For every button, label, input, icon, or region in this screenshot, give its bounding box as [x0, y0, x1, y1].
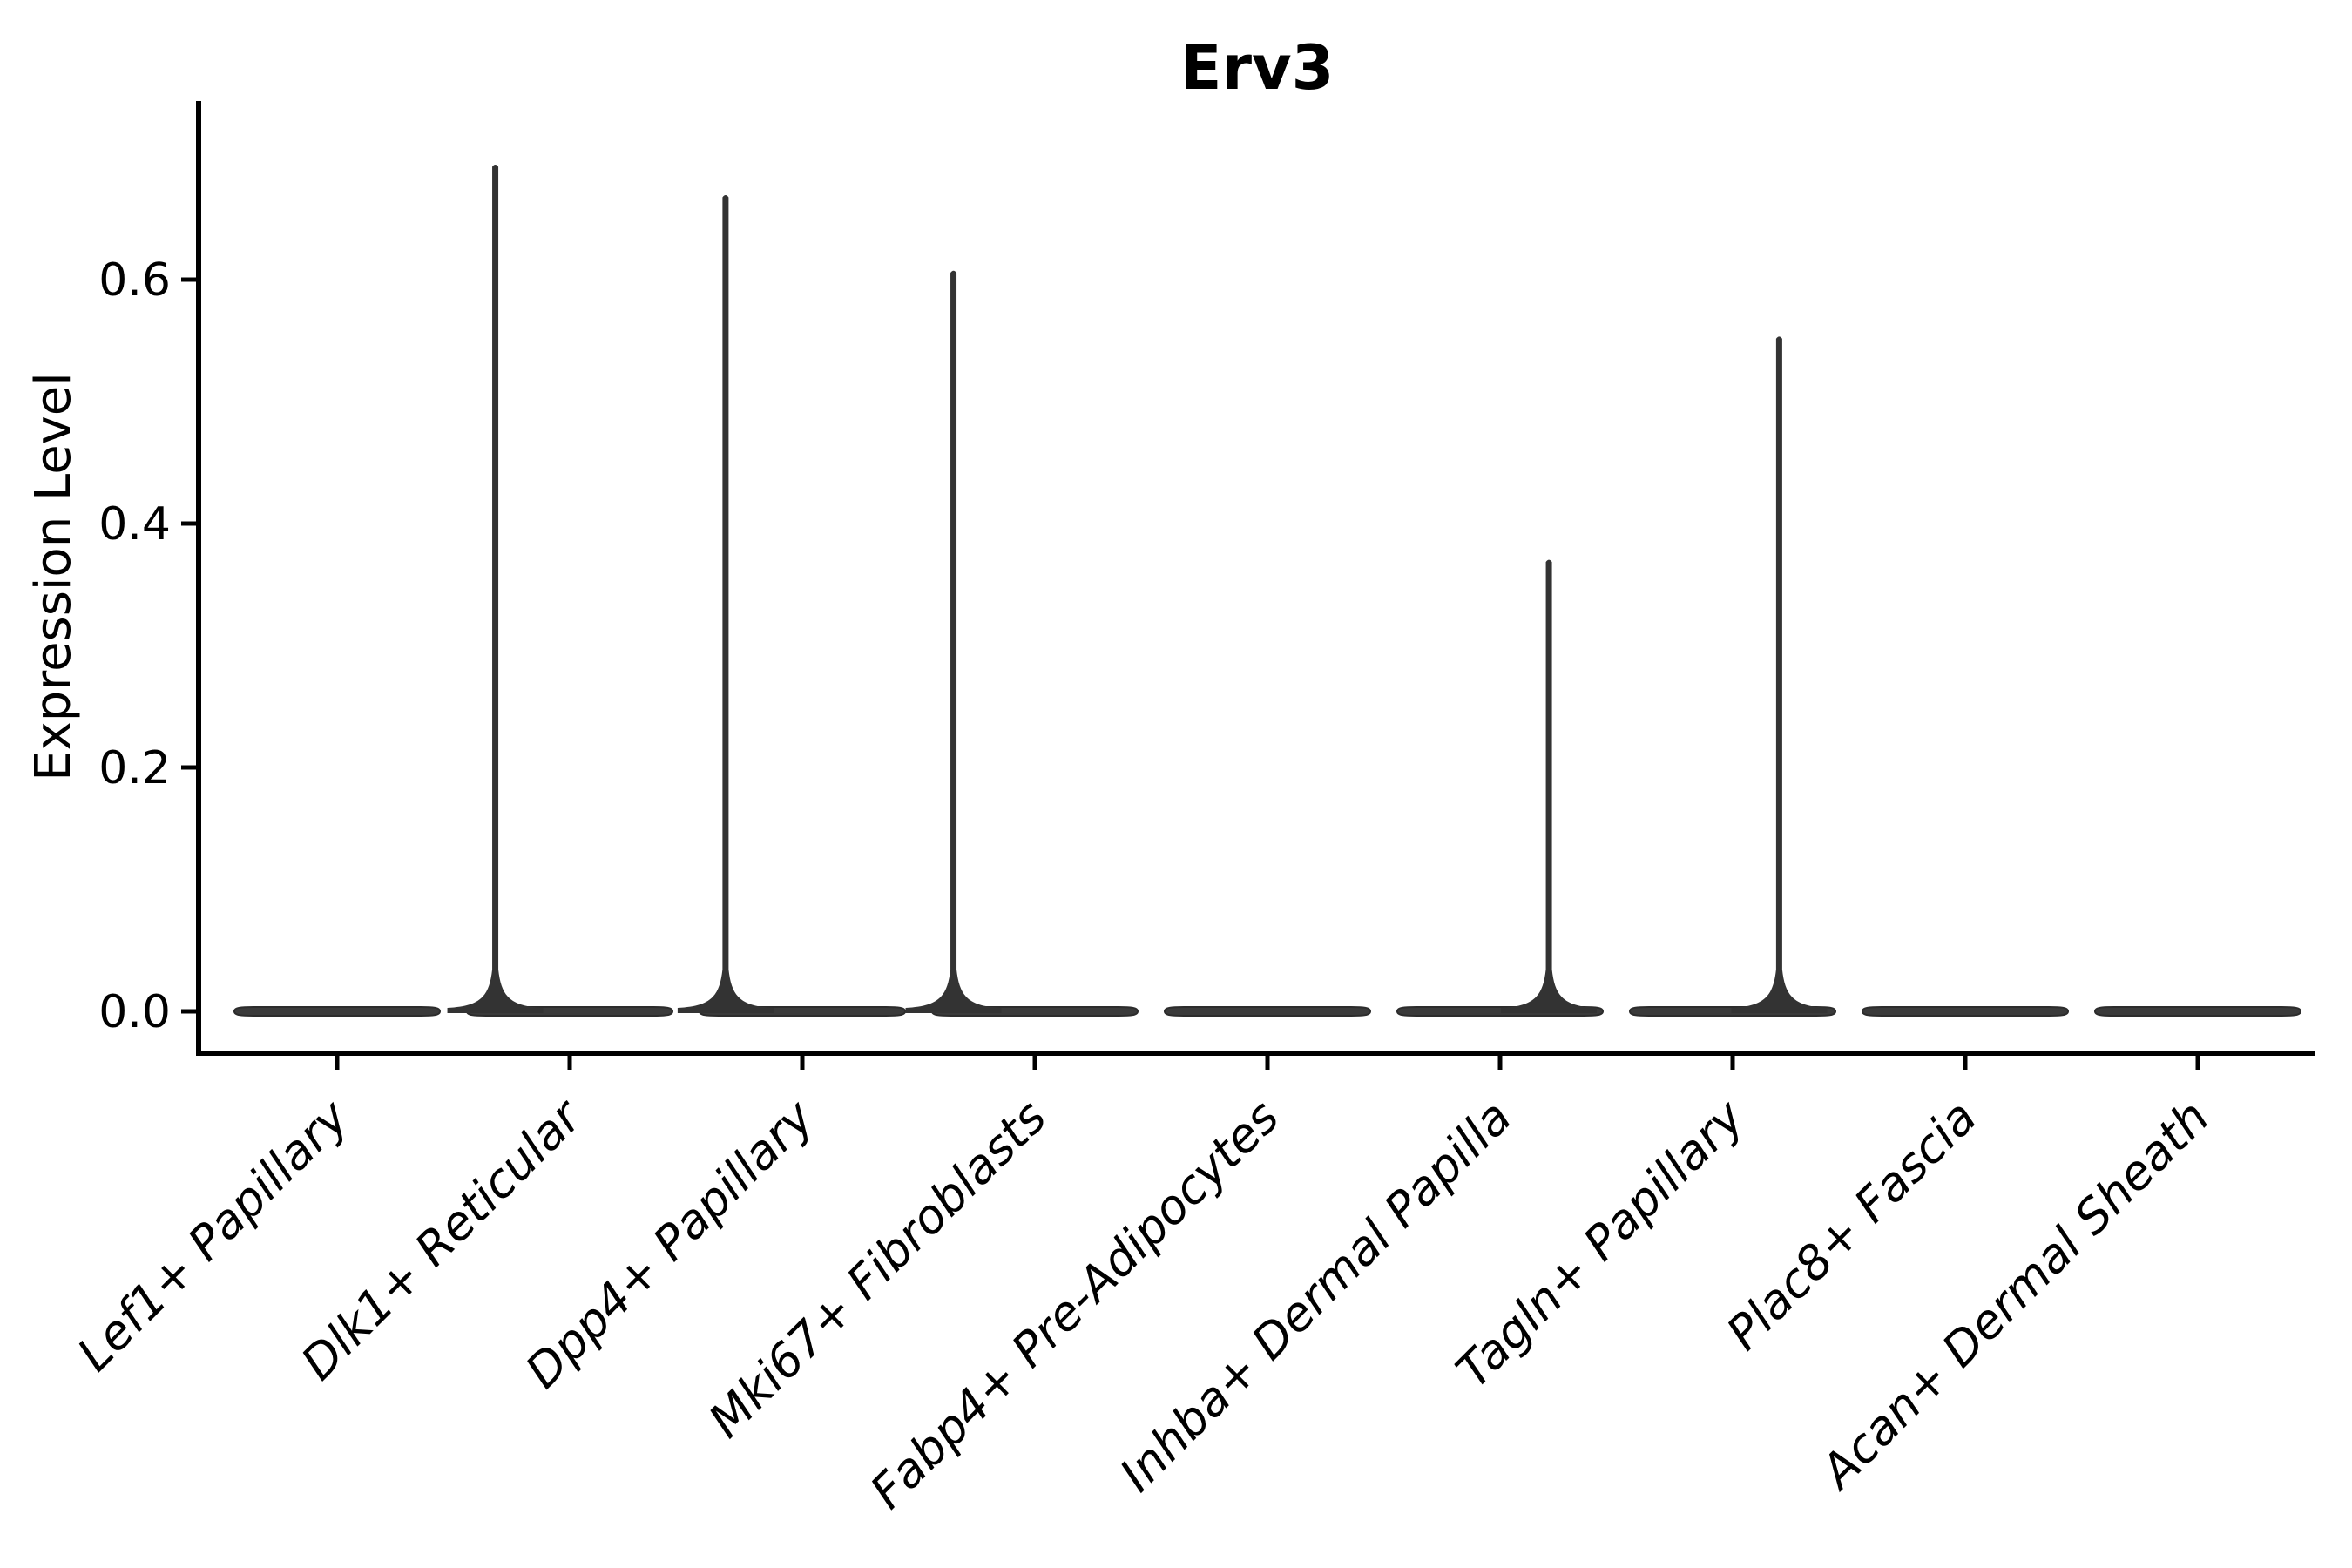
violin-density-spike: [1501, 559, 1598, 1013]
violin-dlk1-reticular: [447, 165, 674, 1017]
y-tick-label: 0.0: [98, 986, 171, 1038]
violin-tagln-papillary: [1628, 336, 1837, 1017]
violin-density-spike: [1731, 336, 1828, 1013]
violin-dpp4-papillary: [677, 195, 907, 1017]
x-tick-label-plac8-fascia: Plac8+ Fascia: [1716, 1090, 1987, 1361]
violin-fabp4-pre-adipocytes: [1163, 1006, 1372, 1017]
violin-body: [1163, 1006, 1372, 1017]
violin-acan-dermal-sheath: [2093, 1006, 2302, 1017]
violin-plac8-fascia: [1861, 1006, 2070, 1017]
violin-body: [1861, 1006, 2070, 1017]
violin-body: [233, 1006, 442, 1017]
y-axis-label: Expression Level: [25, 372, 82, 781]
y-tick-label: 0.6: [98, 254, 171, 307]
violin-inhba-dermal-papilla: [1396, 559, 1605, 1017]
violin-lef1-papillary: [233, 1006, 442, 1017]
violin-mki67-fibroblasts: [905, 270, 1139, 1017]
x-tick-label-inhba-dermal-papilla: Inhba+ Dermal Papilla: [1109, 1090, 1522, 1503]
violin-density-spike: [447, 165, 544, 1013]
violins: [233, 165, 2302, 1017]
chart-title: Erv3: [1180, 32, 1335, 104]
x-tick-label-acan-dermal-sheath: Acan+ Dermal Sheath: [1808, 1090, 2220, 1501]
x-tick-label-fabp4-pre-adipocytes: Fabp4+ Pre-Adipocytes: [860, 1090, 1289, 1519]
axes: [196, 101, 2315, 1056]
violin-density-spike: [905, 270, 1002, 1013]
y-tick-label: 0.4: [98, 498, 171, 551]
y-tick-label: 0.2: [98, 742, 171, 794]
violin-density-spike: [677, 195, 774, 1013]
y-tick-labels: 0.0 0.2 0.4 0.6: [98, 254, 199, 1038]
violin-body: [2093, 1006, 2302, 1017]
